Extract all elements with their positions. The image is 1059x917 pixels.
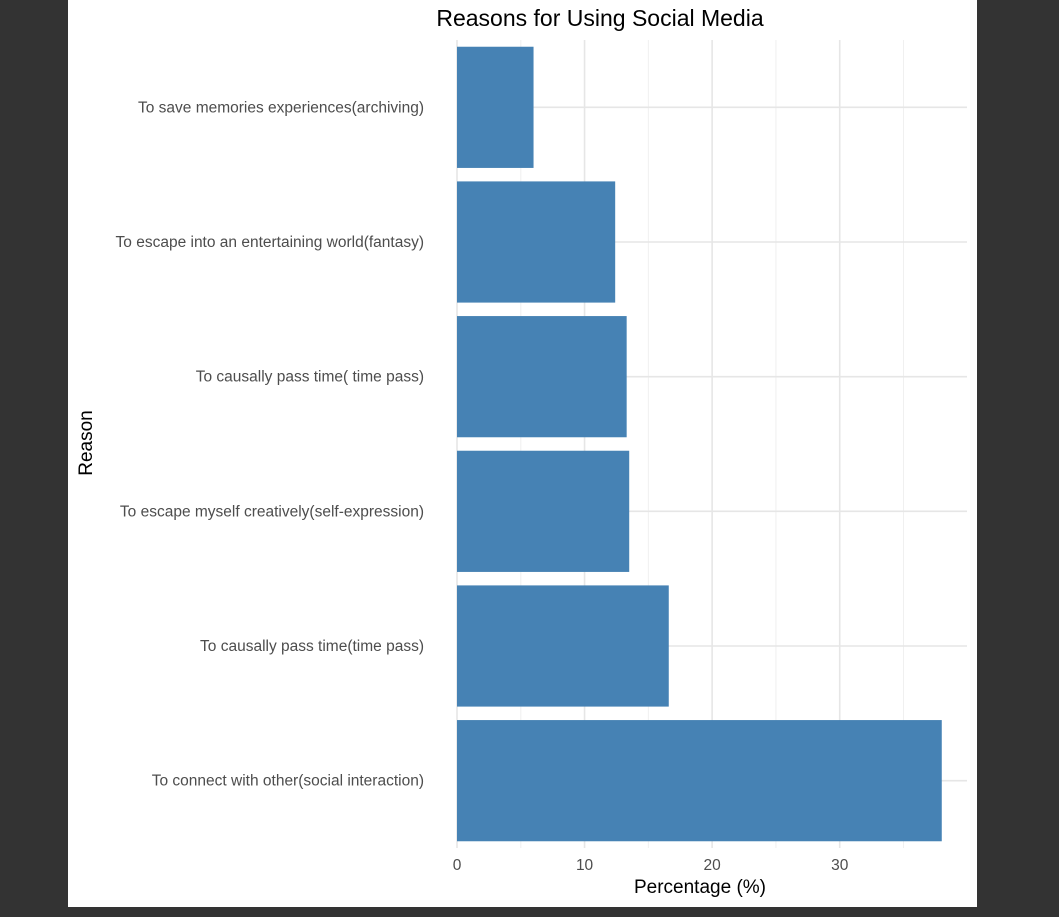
category-tick-label: To save memories experiences(archiving)	[138, 99, 424, 116]
chart-title: Reasons for Using Social Media	[436, 5, 763, 31]
bar	[457, 585, 669, 707]
y-axis-label: Reason	[76, 410, 97, 476]
bar	[457, 720, 942, 842]
category-tick-label: To escape into an entertaining world(fan…	[116, 234, 424, 251]
x-axis-label: Percentage (%)	[634, 877, 766, 898]
bar	[457, 46, 534, 168]
x-tick-label: 10	[576, 857, 594, 874]
x-tick-label: 30	[831, 857, 849, 874]
bar-chart: To save memories experiences(archiving) T…	[76, 5, 967, 898]
bar-layer	[457, 46, 942, 842]
category-tick-label: To connect with other(social interaction…	[152, 773, 424, 790]
x-tick-label: 0	[453, 857, 462, 874]
category-tick-label: To escape myself creatively(self-express…	[120, 503, 424, 520]
bar	[457, 181, 616, 303]
label-layer: To save memories experiences(archiving) T…	[116, 99, 849, 874]
category-tick-label: To causally pass time(time pass)	[200, 638, 424, 655]
chart-panel: To save memories experiences(archiving) T…	[68, 0, 977, 907]
bar	[457, 316, 627, 438]
x-tick-label: 20	[704, 857, 722, 874]
bar	[457, 450, 630, 572]
category-tick-label: To causally pass time( time pass)	[196, 369, 424, 386]
